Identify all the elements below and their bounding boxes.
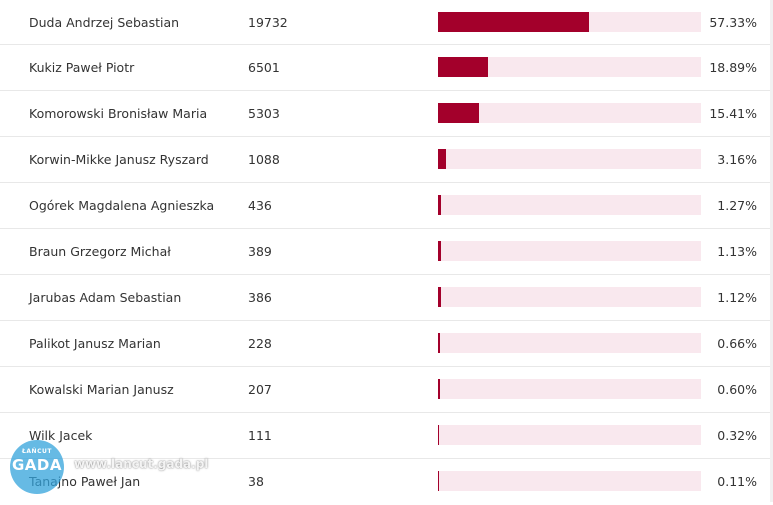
percent-bar-track <box>438 241 701 261</box>
table-row: Korwin-Mikke Janusz Ryszard 1088 3.16% <box>0 137 773 183</box>
scrollbar-track[interactable] <box>770 0 773 502</box>
percent-bar-fill <box>438 195 442 215</box>
percent-bar-track <box>438 12 701 32</box>
vote-count: 207 <box>248 382 272 397</box>
percent-bar-fill <box>438 241 441 261</box>
percent-bar-track <box>438 425 701 445</box>
vote-percent: 0.32% <box>717 428 757 443</box>
table-row: Duda Andrzej Sebastian 19732 57.33% <box>0 0 773 45</box>
vote-percent: 1.27% <box>717 198 757 213</box>
candidate-name: Palikot Janusz Marian <box>29 336 161 351</box>
vote-percent: 18.89% <box>709 60 757 75</box>
table-row: Jarubas Adam Sebastian 386 1.12% <box>0 275 773 321</box>
percent-bar-fill <box>438 149 447 169</box>
percent-bar-track <box>438 471 701 491</box>
candidate-name: Ogórek Magdalena Agnieszka <box>29 198 215 213</box>
vote-count: 19732 <box>248 15 288 30</box>
vote-percent: 1.12% <box>717 290 757 305</box>
vote-percent: 15.41% <box>709 106 757 121</box>
vote-count: 389 <box>248 244 272 259</box>
vote-count: 436 <box>248 198 272 213</box>
percent-bar-fill <box>438 425 439 445</box>
candidate-name: Jarubas Adam Sebastian <box>29 290 182 305</box>
percent-bar-fill <box>438 12 589 32</box>
percent-bar-fill <box>438 379 440 399</box>
vote-count: 1088 <box>248 152 280 167</box>
table-row: Wilk Jacek 111 0.32% <box>0 413 773 459</box>
vote-count: 386 <box>248 290 272 305</box>
vote-percent: 0.66% <box>717 336 757 351</box>
table-row: Tanajno Paweł Jan 38 0.11% <box>0 459 773 505</box>
percent-bar-track <box>438 333 701 353</box>
vote-count: 5303 <box>248 106 280 121</box>
vote-percent: 1.13% <box>717 244 757 259</box>
table-row: Ogórek Magdalena Agnieszka 436 1.27% <box>0 183 773 229</box>
percent-bar-fill <box>438 287 441 307</box>
table-row: Braun Grzegorz Michał 389 1.13% <box>0 229 773 275</box>
percent-bar-track <box>438 149 701 169</box>
vote-percent: 57.33% <box>709 15 757 30</box>
vote-percent: 0.11% <box>717 474 757 489</box>
percent-bar-fill <box>438 333 440 353</box>
candidate-name: Kowalski Marian Janusz <box>29 382 174 397</box>
candidate-name: Korwin-Mikke Janusz Ryszard <box>29 152 209 167</box>
percent-bar-track <box>438 287 701 307</box>
percent-bar-fill <box>438 103 479 123</box>
table-row: Kowalski Marian Janusz 207 0.60% <box>0 367 773 413</box>
candidate-name: Wilk Jacek <box>29 428 93 443</box>
table-row: Kukiz Paweł Piotr 6501 18.89% <box>0 45 773 91</box>
candidate-name: Braun Grzegorz Michał <box>29 244 171 259</box>
percent-bar-track <box>438 57 701 77</box>
candidate-name: Kukiz Paweł Piotr <box>29 60 135 75</box>
percent-bar-track <box>438 103 701 123</box>
vote-count: 228 <box>248 336 272 351</box>
candidate-name: Komorowski Bronisław Maria <box>29 106 208 121</box>
percent-bar-fill <box>438 471 439 491</box>
candidate-name: Duda Andrzej Sebastian <box>29 15 180 30</box>
vote-count: 6501 <box>248 60 280 75</box>
table-row: Komorowski Bronisław Maria 5303 15.41% <box>0 91 773 137</box>
vote-percent: 0.60% <box>717 382 757 397</box>
percent-bar-fill <box>438 57 488 77</box>
table-row: Palikot Janusz Marian 228 0.66% <box>0 321 773 367</box>
candidate-name: Tanajno Paweł Jan <box>29 474 141 489</box>
percent-bar-track <box>438 195 701 215</box>
percent-bar-track <box>438 379 701 399</box>
vote-count: 111 <box>248 428 272 443</box>
vote-percent: 3.16% <box>717 152 757 167</box>
vote-count: 38 <box>248 474 264 489</box>
